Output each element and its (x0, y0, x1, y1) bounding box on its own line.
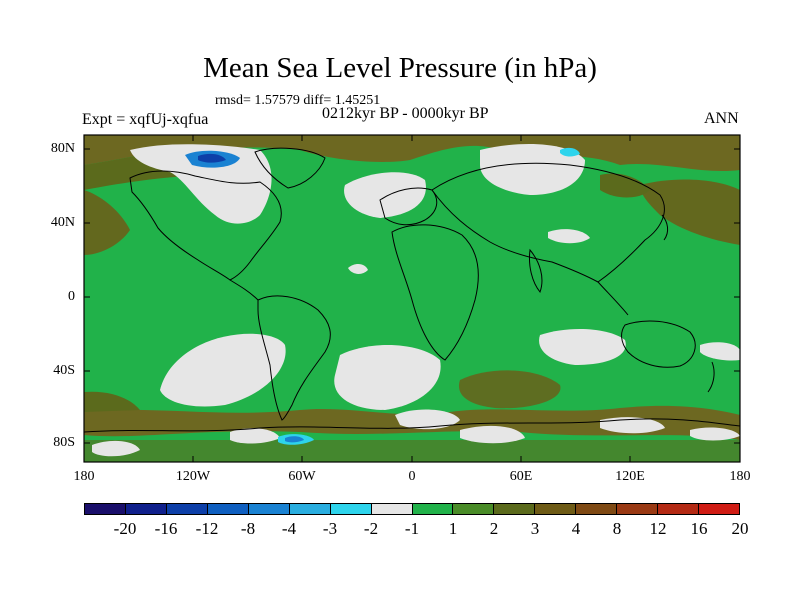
coast-japan (661, 214, 669, 241)
colorbar-tick-label: -4 (281, 519, 297, 538)
colorbar-box (166, 504, 208, 514)
colorbar-tick-label: 2 (489, 519, 499, 538)
lon-label-60e: 60E (509, 469, 533, 484)
field-white-antarctic-2 (230, 428, 280, 444)
coast-india (529, 248, 543, 294)
field-white-north-pacific (700, 342, 740, 361)
colorbar-tick-label: 16 (690, 519, 708, 538)
field-white-antarctic-5 (690, 427, 740, 441)
colorbar-box (125, 504, 167, 514)
colorbar-tick-label: 3 (530, 519, 540, 538)
colorbar-box (699, 504, 739, 514)
field-pacific-brown-w (84, 190, 130, 255)
field-white-indian (539, 328, 626, 365)
colorbar-tick-label: -2 (363, 519, 379, 538)
colorbar-tick-label: 1 (448, 519, 458, 538)
colorbar-box (535, 504, 577, 514)
colorbar-tick-label: -1 (404, 519, 420, 538)
coast-australia (621, 320, 696, 368)
coast-central-america (229, 279, 259, 301)
lon-label-120w: 120W (175, 469, 211, 484)
lon-label-180w: 180 (73, 469, 95, 484)
field-south-olive (84, 391, 140, 412)
colorbar-box (330, 504, 372, 514)
colorbar-box (248, 504, 290, 514)
field-antarctic-olive (84, 440, 740, 462)
experiment-label: Expt = xqfUj-xqfua (82, 111, 209, 128)
lat-label-40s: 40S (53, 363, 75, 378)
coast-north-america (129, 170, 282, 281)
colorbar (84, 503, 740, 515)
coast-europe (379, 187, 438, 226)
lon-label-0: 0 (408, 469, 416, 484)
colorbar-tick-label: -3 (322, 519, 338, 538)
lat-label-80n: 80N (50, 141, 75, 156)
field-pacific-brown-e (640, 179, 740, 245)
colorbar-box (576, 504, 618, 514)
lon-label-120e: 120E (615, 469, 645, 484)
colorbar-box (289, 504, 331, 514)
field-white-south-pacific (160, 333, 286, 407)
colorbar-tick-label: 12 (649, 519, 667, 538)
time-period-label: 0212kyr BP - 0000kyr BP (322, 105, 489, 122)
field-white-antarctic-3 (460, 425, 525, 444)
colorbar-box (453, 504, 495, 514)
field-white-antarctic-4 (600, 417, 665, 434)
lon-label-180e: 180 (729, 469, 751, 484)
coastlines (84, 147, 740, 433)
lat-label-80s: 80S (53, 435, 75, 450)
field-blue-canada-core (198, 153, 226, 163)
colorbar-tick-label: -16 (154, 519, 178, 538)
field-white-south-atlantic (334, 344, 441, 410)
colorbar-box (371, 504, 413, 514)
coast-africa (391, 224, 479, 361)
coast-greenland (254, 147, 326, 189)
field-white-atlantic (344, 172, 426, 218)
colorbar-box (207, 504, 249, 514)
field-blue-antarctic (285, 436, 304, 443)
colorbar-tick-label: 4 (571, 519, 581, 538)
colorbar-tick-label: -12 (195, 519, 219, 538)
plot-title: Mean Sea Level Pressure (in hPa) (203, 52, 597, 84)
season-label: ANN (704, 110, 739, 127)
colorbar-tick-label: -20 (113, 519, 137, 538)
lon-label-60w: 60W (288, 469, 316, 484)
coast-south-america (257, 295, 331, 421)
colorbar-box (412, 504, 454, 514)
field-white-eurasia (480, 144, 585, 195)
field-north-brown (84, 135, 740, 172)
colorbar-tick-label: -8 (240, 519, 256, 538)
colorbar-tick-label: 8 (612, 519, 622, 538)
coast-asia (431, 162, 665, 283)
lat-label-40n: 40N (50, 215, 75, 230)
axis-ticks (83, 135, 741, 462)
field-cyan-siberia (560, 147, 580, 157)
coast-new-zealand (707, 361, 715, 393)
field-south-ocean-brown (458, 370, 561, 409)
colorbar-box (494, 504, 536, 514)
field-white-antarctic-1 (92, 440, 140, 457)
lat-label-0: 0 (68, 289, 75, 304)
field-white-med (348, 264, 368, 274)
field-white-greenland (130, 144, 272, 224)
field-pacific-olive-e (600, 173, 650, 198)
coast-southeast-asia (597, 281, 629, 316)
colorbar-box (617, 504, 659, 514)
colorbar-box (658, 504, 700, 514)
field-white-drake (395, 409, 460, 430)
coast-antarctica (84, 418, 740, 433)
colorbar-box (85, 504, 126, 514)
field-white-india (548, 229, 590, 244)
rmsd-diff-stats: rmsd= 1.57579 diff= 1.45251 (215, 93, 381, 108)
colorbar-tick-label: 20 (731, 519, 749, 538)
